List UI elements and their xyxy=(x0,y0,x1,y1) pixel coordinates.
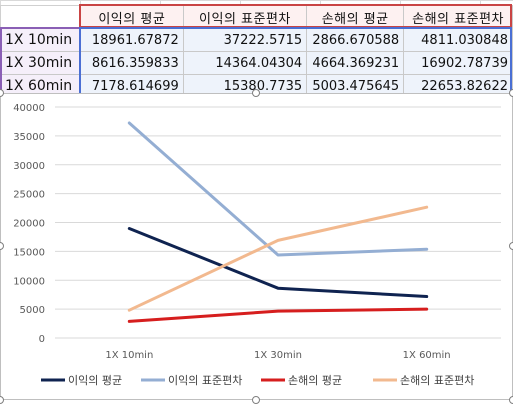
value-cell[interactable]: 16902.78739 xyxy=(404,52,513,75)
value-cell[interactable]: 4811.030848 xyxy=(404,29,513,52)
chart-canvas[interactable]: 0 5000 10000 15000 20000 25000 30000 35000 40000… xyxy=(1,94,512,399)
value-cell[interactable]: 4664.369231 xyxy=(307,52,404,75)
y-tick-label: 10000 xyxy=(13,276,45,287)
y-tick-label: 15000 xyxy=(13,247,45,258)
legend-label: 이익의 표준편차 xyxy=(168,374,242,387)
resize-handle-top[interactable] xyxy=(252,89,260,97)
value-cell[interactable]: 14364.04304 xyxy=(183,52,306,75)
pivot-table[interactable]: 이익의 평균 이익의 표준편차 손해의 평균 손해의 표준편차 1X 10min… xyxy=(0,5,513,98)
y-tick-label: 5000 xyxy=(20,305,45,316)
y-tick-label: 35000 xyxy=(13,132,45,143)
legend-label: 손해의 평균 xyxy=(288,373,342,387)
row-label-cell[interactable]: 1X 30min xyxy=(1,52,81,75)
legend-label: 손해의 표준편차 xyxy=(400,373,474,387)
y-tick-label: 30000 xyxy=(13,161,45,172)
y-tick-label: 40000 xyxy=(13,103,45,114)
resize-handle-bottom[interactable] xyxy=(252,396,260,404)
header-cell[interactable]: 손해의 평균 xyxy=(307,6,404,29)
series-line xyxy=(129,229,426,297)
series-line xyxy=(129,309,426,321)
resize-handle-bottom-left[interactable] xyxy=(0,396,4,404)
corner-cell[interactable] xyxy=(1,6,81,29)
header-cell[interactable]: 이익의 평균 xyxy=(80,6,183,29)
row-label-cell[interactable]: 1X 10min xyxy=(1,29,81,52)
resize-handle-top-right[interactable] xyxy=(509,89,513,97)
header-row: 이익의 평균 이익의 표준편차 손해의 평균 손해의 표준편차 xyxy=(1,6,513,29)
value-cell[interactable]: 18961.67872 xyxy=(80,29,183,52)
table-row: 1X 10min 18961.67872 37222.5715 2866.670… xyxy=(1,29,513,52)
value-cell[interactable]: 2866.670588 xyxy=(307,29,404,52)
x-tick-label: 1X 30min xyxy=(254,350,302,361)
value-cell[interactable]: 37222.5715 xyxy=(183,29,306,52)
series-line xyxy=(129,123,426,255)
x-tick-label: 1X 60min xyxy=(403,350,451,361)
value-cell[interactable]: 8616.359833 xyxy=(80,52,183,75)
table-row: 1X 30min 8616.359833 14364.04304 4664.36… xyxy=(1,52,513,75)
x-tick-label: 1X 10min xyxy=(105,350,153,361)
y-tick-label: 25000 xyxy=(13,190,45,201)
header-cell[interactable]: 손해의 표준편차 xyxy=(404,6,513,29)
y-tick-label: 20000 xyxy=(13,219,45,230)
resize-handle-right[interactable] xyxy=(509,242,513,250)
legend-label: 이익의 평균 xyxy=(68,374,122,387)
header-cell[interactable]: 이익의 표준편차 xyxy=(183,6,306,29)
line-chart[interactable]: 0 5000 10000 15000 20000 25000 30000 35000 40000… xyxy=(0,93,513,400)
resize-handle-bottom-right[interactable] xyxy=(509,396,513,404)
y-tick-label: 0 xyxy=(39,334,45,345)
